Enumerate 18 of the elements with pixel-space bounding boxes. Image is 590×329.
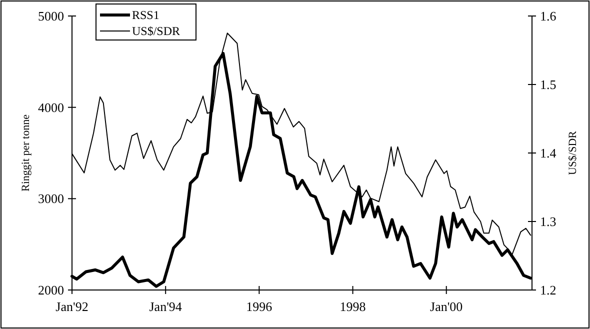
x-tick-label: 1998	[340, 299, 366, 314]
y2-tick-label: 1.6	[540, 8, 557, 24]
x-tick-label: Jan'92	[56, 299, 88, 314]
y-tick-label: 4000	[38, 100, 64, 115]
y2-axis-title: US$/SDR	[567, 130, 579, 176]
y2-tick-label: 1.4	[540, 146, 557, 161]
legend-label: RSS1	[132, 8, 160, 22]
y2-tick-label: 1.3	[540, 214, 556, 230]
x-tick-label: Jan'94	[149, 299, 182, 314]
y-tick-label: 3000	[38, 191, 64, 206]
y-axis-title: Ringgit per tonne	[20, 114, 32, 192]
x-tick-label: 1996	[246, 299, 273, 314]
y-tick-label: 2000	[38, 282, 64, 298]
y-tick-label: 5000	[38, 8, 64, 24]
y2-tick-label: 1.2	[540, 282, 556, 298]
x-tick-label: Jan'00	[430, 299, 463, 314]
y2-tick-label: 1.5	[540, 77, 556, 92]
legend-label: US$/SDR	[132, 24, 180, 38]
